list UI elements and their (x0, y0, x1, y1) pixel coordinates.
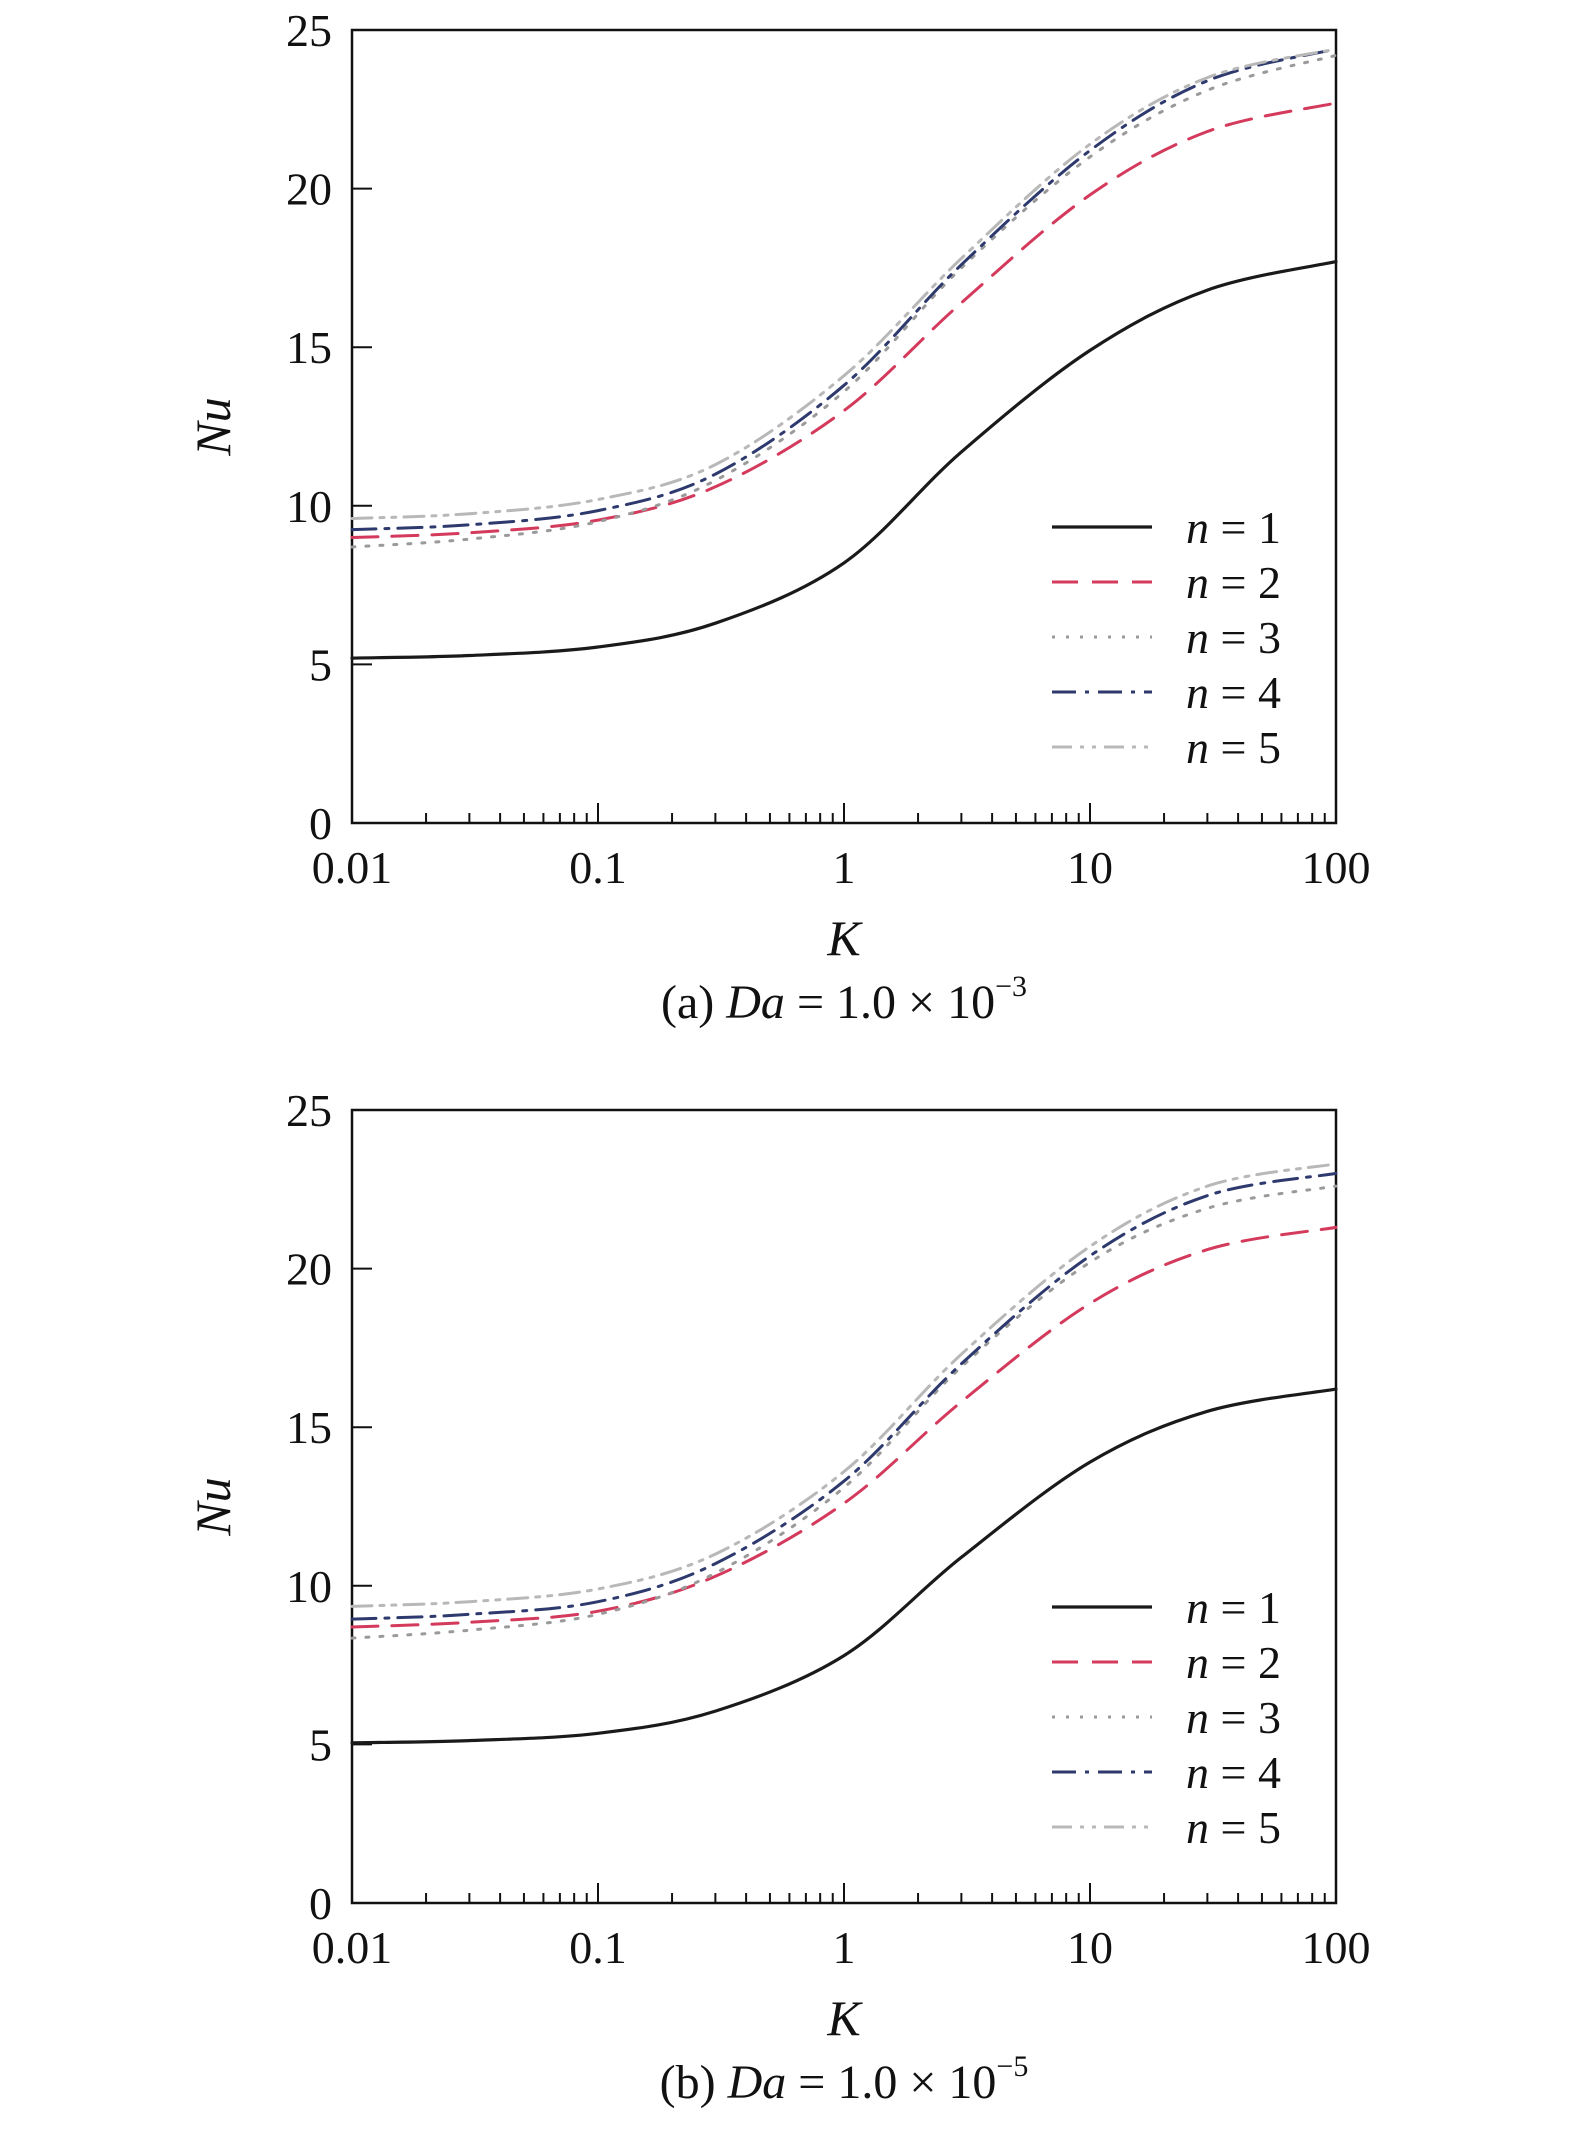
y-tick-label: 20 (286, 1244, 332, 1295)
caption-prefix: (b) (660, 2056, 728, 2109)
legend-var: n (1186, 1637, 1209, 1688)
y-tick-label: 15 (286, 322, 332, 373)
legend-label-n4: n = 4 (1186, 667, 1281, 718)
legend-eq: = 5 (1209, 722, 1281, 773)
y-tick-label: 5 (309, 639, 332, 690)
y-tick-label: 20 (286, 164, 332, 215)
caption-exponent: −3 (995, 970, 1027, 1003)
legend-eq: = 2 (1209, 557, 1281, 608)
legend-var: n (1186, 502, 1209, 553)
caption-var: Da (727, 2056, 787, 2109)
series-line-n1 (350, 260, 1338, 660)
x-tick-label: 10 (1067, 1922, 1113, 1973)
y-tick-label: 15 (286, 1402, 332, 1453)
y-tick-label: 10 (286, 1561, 332, 1612)
series-line-n3 (350, 1184, 1338, 1640)
legend-var: n (1186, 557, 1209, 608)
legend-eq: = 3 (1209, 1692, 1281, 1743)
series-line-n4 (350, 1171, 1338, 1621)
legend-label-n1: n = 1 (1186, 502, 1281, 553)
legend-label-n5: n = 5 (1186, 722, 1281, 773)
y-tick-label: 0 (309, 1878, 332, 1929)
legend-eq: = 1 (1209, 502, 1281, 553)
legend-eq: = 4 (1209, 1747, 1281, 1798)
series-line-n4 (350, 47, 1338, 532)
legend-eq: = 4 (1209, 667, 1281, 718)
x-axis-label: K (826, 910, 863, 966)
legend-var: n (1186, 1802, 1209, 1853)
caption-exponent: −5 (996, 2050, 1028, 2083)
caption-var: Da (725, 976, 785, 1029)
y-tick-label: 10 (286, 481, 332, 532)
x-tick-label: 0.01 (312, 842, 393, 893)
caption-equation: = 1.0 × 10 (786, 2056, 996, 2109)
legend-var: n (1186, 1747, 1209, 1798)
legend-label-n3: n = 3 (1186, 1692, 1281, 1743)
caption-prefix: (a) (661, 976, 726, 1029)
x-tick-label: 0.1 (569, 842, 627, 893)
y-tick-label: 5 (309, 1719, 332, 1770)
series-line-n3 (350, 53, 1338, 549)
series-line-n5 (350, 47, 1338, 520)
series-line-n2 (350, 1225, 1338, 1629)
legend-label-n1: n = 1 (1186, 1582, 1281, 1633)
legend-var: n (1186, 612, 1209, 663)
series-line-n1 (350, 1387, 1338, 1745)
y-axis-label: Nu (185, 397, 241, 456)
legend-label-n5: n = 5 (1186, 1802, 1281, 1853)
legend-eq: = 3 (1209, 612, 1281, 663)
legend-var: n (1186, 1692, 1209, 1743)
y-tick-label: 0 (309, 798, 332, 849)
legend-label-n2: n = 2 (1186, 557, 1281, 608)
legend-var: n (1186, 667, 1209, 718)
x-axis-label: K (826, 1990, 863, 2046)
x-tick-label: 0.01 (312, 1922, 393, 1973)
panel-caption: (a) Da = 1.0 × 10−3 (661, 970, 1027, 1029)
series-line-n5 (350, 1162, 1338, 1608)
y-axis-label: Nu (185, 1477, 241, 1536)
x-tick-label: 100 (1302, 1922, 1371, 1973)
x-tick-label: 1 (833, 842, 856, 893)
legend-var: n (1186, 1582, 1209, 1633)
legend-label-n3: n = 3 (1186, 612, 1281, 663)
legend-eq: = 1 (1209, 1582, 1281, 1633)
y-tick-label: 25 (286, 1085, 332, 1136)
y-tick-label: 25 (286, 5, 332, 56)
x-tick-label: 0.1 (569, 1922, 627, 1973)
legend-label-n2: n = 2 (1186, 1637, 1281, 1688)
x-tick-label: 100 (1302, 842, 1371, 893)
x-tick-label: 10 (1067, 842, 1113, 893)
x-tick-label: 1 (833, 1922, 856, 1973)
panel-caption: (b) Da = 1.0 × 10−5 (660, 2050, 1029, 2109)
legend-eq: = 2 (1209, 1637, 1281, 1688)
legend-label-n4: n = 4 (1186, 1747, 1281, 1798)
caption-equation: = 1.0 × 10 (785, 976, 995, 1029)
legend-var: n (1186, 722, 1209, 773)
legend-eq: = 5 (1209, 1802, 1281, 1853)
series-line-n2 (350, 101, 1338, 539)
